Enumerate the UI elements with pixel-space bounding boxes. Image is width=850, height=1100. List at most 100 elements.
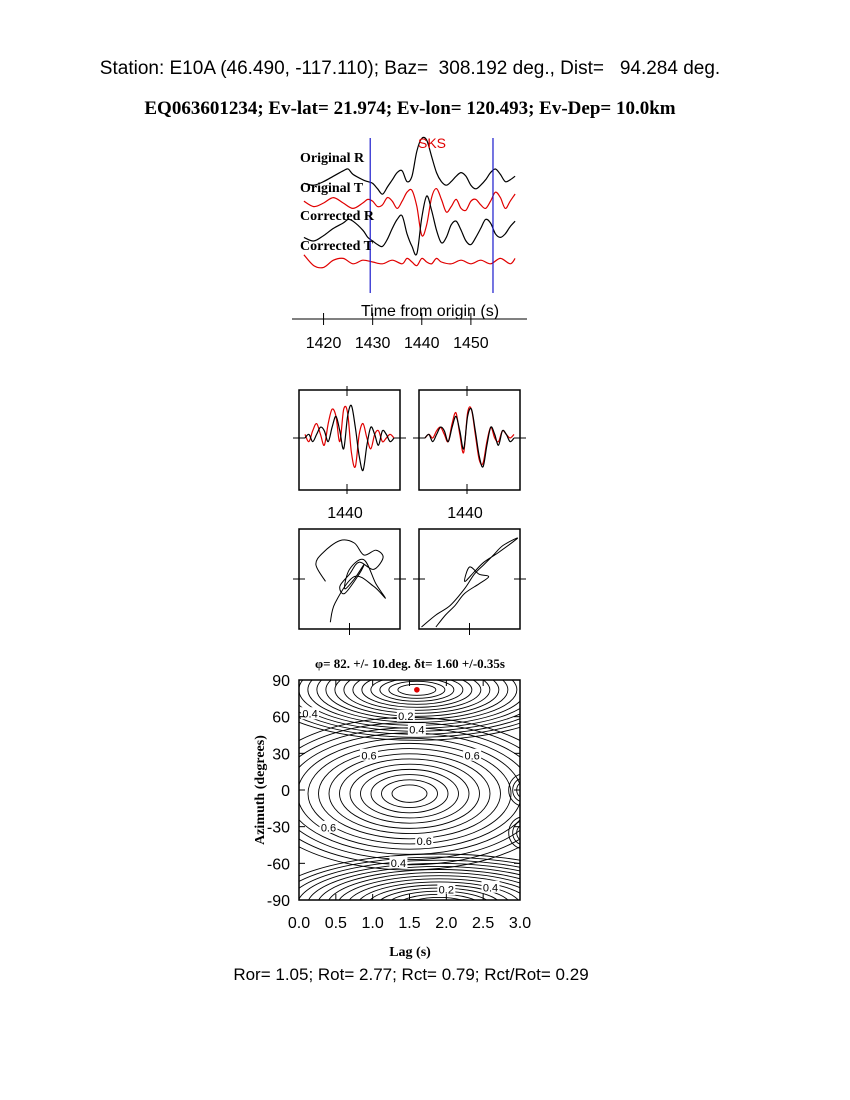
contour-line <box>308 865 520 900</box>
contour-line <box>299 722 520 866</box>
contour-line <box>348 878 520 900</box>
contour-line <box>349 763 470 824</box>
waveform-trace-fast <box>424 407 515 468</box>
contour-label-backing <box>415 834 434 847</box>
event-header: EQ063601234; Ev-lat= 21.974; Ev-lon= 120… <box>144 98 676 119</box>
trace-label-original-t: Original T <box>300 181 364 196</box>
trace-label-corrected-r: Corrected R <box>300 209 375 224</box>
contour-label-backing <box>301 707 320 720</box>
contour-line <box>352 680 482 711</box>
y-tick-label: 60 <box>272 710 290 727</box>
waveform-comparison-panels: 1440 1440 <box>293 386 526 522</box>
contour-line <box>299 721 520 741</box>
particle-motion-panels <box>293 528 526 635</box>
contour-line <box>414 896 464 900</box>
x-tick-label: 2.0 <box>435 915 457 932</box>
contour-line <box>339 758 480 829</box>
energy-contour-panel: φ= 82. +/- 10.deg. δt= 1.60 +/-0.35s 0.4… <box>253 656 531 960</box>
waveform-tick-label: 1440 <box>327 505 363 522</box>
contour-line <box>318 748 501 840</box>
contour-label-backing <box>389 856 408 869</box>
y-tick-label: -60 <box>267 856 290 873</box>
contour-line <box>299 716 520 738</box>
x-tick-label: 1.0 <box>362 915 384 932</box>
contour-x-axis-label: Lag (s) <box>389 945 431 960</box>
waveform-panel-frame <box>298 389 401 491</box>
contour-line <box>307 742 512 845</box>
contour-line <box>299 727 520 860</box>
x-tick-label: 0.0 <box>288 915 310 932</box>
time-axis-label: Time from origin (s) <box>361 303 499 320</box>
contour-line <box>325 680 509 720</box>
contour-label: 0.6 <box>321 822 336 834</box>
contour-label: 0.4 <box>409 725 424 737</box>
contour-label: 0.2 <box>398 711 413 723</box>
waveform-panel-fast-slow-uncorrected: 1440 <box>293 386 406 522</box>
station-header: Station: E10A (46.490, -117.110); Baz= 3… <box>99 58 721 79</box>
contour-line <box>334 680 500 717</box>
contour-line <box>508 816 520 849</box>
contour-label-backing <box>359 748 378 761</box>
seismogram-panel: SKS Original R Original T Corrected R Co… <box>292 135 527 352</box>
contour-line <box>328 753 491 835</box>
contour-line <box>516 825 520 841</box>
waveform-trace-fast <box>304 404 395 472</box>
contour-line <box>299 737 520 850</box>
y-tick-label: 30 <box>272 746 290 763</box>
best-fit-marker <box>414 686 420 693</box>
waveform-panel-frame <box>418 389 521 491</box>
y-tick-label: 0 <box>281 783 290 800</box>
contour-label: 0.6 <box>464 750 479 762</box>
ratio-summary: Ror= 1.05; Rot= 2.77; Rct= 0.79; Rct/Rot… <box>233 965 589 984</box>
seismogram-trace-corrected-r <box>303 195 516 256</box>
x-tick-label: 0.5 <box>325 915 347 932</box>
contour-line <box>512 778 520 802</box>
seismogram-trace-original-r <box>303 136 516 195</box>
contour-title: φ= 82. +/- 10.deg. δt= 1.60 +/-0.35s <box>315 656 505 671</box>
contour-line <box>299 732 520 855</box>
time-tick-label: 1420 <box>306 335 342 352</box>
contour-line <box>397 683 437 696</box>
contour-line <box>381 779 438 809</box>
y-tick-label: -90 <box>267 893 290 910</box>
contour-label: 0.6 <box>417 836 432 848</box>
trace-label-original-r: Original R <box>300 151 365 166</box>
contour-line <box>360 768 459 819</box>
contour-label-backing <box>396 709 415 722</box>
seismogram-trace-corrected-t <box>303 254 516 269</box>
contour-label: 0.4 <box>302 709 317 721</box>
time-tick-label: 1430 <box>355 335 391 352</box>
contour-line <box>361 680 473 708</box>
contour-line <box>343 680 491 714</box>
particle-motion-trace <box>421 537 519 628</box>
x-tick-label: 3.0 <box>509 915 531 932</box>
waveform-panel-fast-slow-corrected: 1440 <box>413 386 526 522</box>
contour-label: 0.6 <box>361 750 376 762</box>
particle-motion-frame <box>298 528 401 630</box>
contour-label-backing <box>437 883 456 896</box>
contour-label: 0.4 <box>483 882 498 894</box>
particle-motion-before <box>293 528 406 635</box>
contour-line <box>391 784 428 803</box>
contour-label-backing <box>407 723 426 736</box>
contour-label-backing <box>319 820 338 833</box>
phase-label: SKS <box>418 135 446 151</box>
waveform-tick-label: 1440 <box>447 505 483 522</box>
time-tick-label: 1450 <box>453 335 489 352</box>
contour-line <box>370 774 449 814</box>
contour-line <box>299 853 520 877</box>
contour-label: 0.4 <box>391 858 406 870</box>
contour-label-backing <box>463 748 482 761</box>
x-tick-label: 1.5 <box>398 915 420 932</box>
contour-line <box>417 901 461 912</box>
contour-y-axis-label: Azimuth (degrees) <box>253 735 268 845</box>
waveform-trace-slow <box>304 405 395 469</box>
contour-line <box>299 859 520 889</box>
contour-line <box>379 680 455 702</box>
particle-motion-after <box>413 528 526 635</box>
contour-line <box>338 875 520 900</box>
contour-line <box>359 881 519 900</box>
y-tick-label: -30 <box>267 820 290 837</box>
trace-label-corrected-t: Corrected T <box>300 239 374 254</box>
